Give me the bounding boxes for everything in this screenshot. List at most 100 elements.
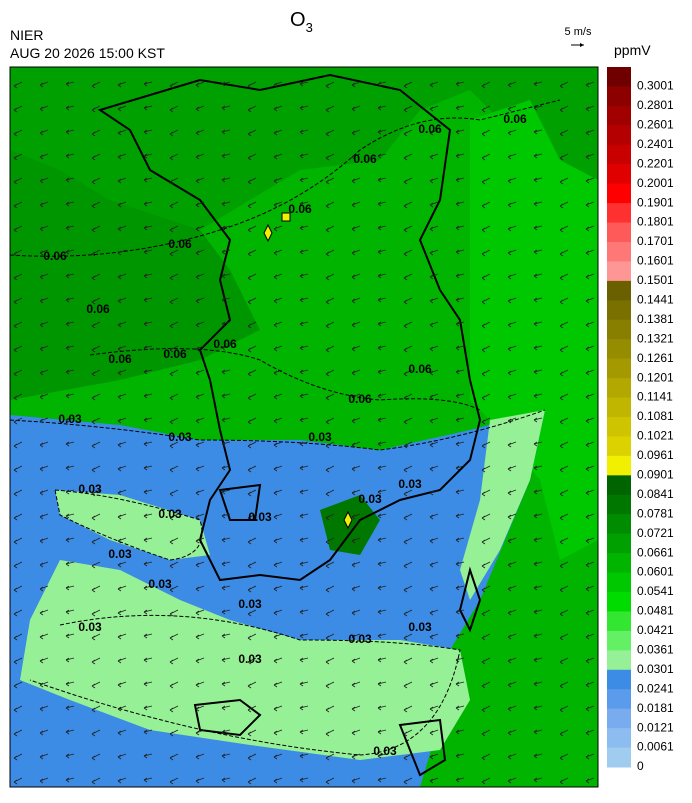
wind-arrow xyxy=(403,225,413,233)
wind-arrow xyxy=(585,177,595,184)
wind-arrow xyxy=(65,129,75,135)
wind-arrow xyxy=(39,153,49,160)
wind-arrow xyxy=(195,561,205,568)
wind-arrow xyxy=(247,273,257,281)
wind-arrow xyxy=(351,153,361,160)
colorbar-label: 0.0841 xyxy=(637,487,674,501)
wind-arrow xyxy=(273,417,283,424)
wind-arrow xyxy=(221,153,231,159)
wind-arrow xyxy=(481,705,491,713)
wind-arrow xyxy=(91,561,101,569)
wind-arrow xyxy=(481,633,491,641)
wind-arrow xyxy=(65,489,75,495)
wind-arrow xyxy=(143,81,153,87)
wind-arrow xyxy=(195,465,205,472)
wind-arrow xyxy=(403,705,413,713)
wind-arrow xyxy=(533,369,543,375)
wind-arrow xyxy=(351,777,361,784)
wind-arrow xyxy=(481,177,491,185)
wind-arrow xyxy=(117,729,127,736)
wind-arrow xyxy=(221,81,231,87)
wind-arrow xyxy=(559,177,569,185)
wind-arrow xyxy=(403,777,413,785)
wind-arrow xyxy=(351,345,361,352)
wind-arrow xyxy=(299,705,309,711)
wind-arrow xyxy=(585,465,595,472)
wind-arrow xyxy=(481,297,491,305)
wind-arrow xyxy=(585,201,595,208)
wind-arrow xyxy=(403,681,413,689)
contour-label: 0.06 xyxy=(503,112,527,126)
wind-arrow xyxy=(39,585,49,592)
contour-label: 0.06 xyxy=(86,302,110,316)
wind-arrow xyxy=(273,393,283,400)
wind-arrow xyxy=(299,129,309,135)
wind-arrow xyxy=(169,273,179,281)
wind-arrow xyxy=(117,177,127,184)
wind-arrow xyxy=(117,249,127,256)
wind-arrow xyxy=(533,657,543,663)
wind-arrow xyxy=(481,561,491,569)
wind-arrow xyxy=(65,537,75,543)
wind-arrow xyxy=(91,201,101,209)
wind-arrow xyxy=(13,105,23,113)
wind-arrow xyxy=(585,441,595,448)
wind-arrow xyxy=(455,201,465,207)
wind-arrow xyxy=(377,81,387,87)
contour-label: 0.03 xyxy=(78,620,102,634)
wind-arrow xyxy=(377,561,387,567)
wind-arrow xyxy=(533,225,543,231)
wind-arrow xyxy=(195,537,205,544)
wind-arrow xyxy=(351,441,361,448)
wind-arrow xyxy=(65,81,75,87)
wind-arrow xyxy=(273,681,283,688)
wind-arrow xyxy=(533,393,543,399)
colorbar-label: 0.2801 xyxy=(637,98,674,112)
wind-arrow xyxy=(143,729,153,735)
wind-arrow xyxy=(533,249,543,255)
wind-arrow xyxy=(273,585,283,592)
wind-arrow xyxy=(299,153,309,159)
colorbar-swatch xyxy=(607,475,631,496)
wind-arrow xyxy=(143,321,153,327)
wind-arrow xyxy=(455,273,465,279)
wind-arrow xyxy=(117,393,127,400)
wind-arrow xyxy=(247,225,257,233)
wind-arrow xyxy=(533,633,543,639)
wind-arrow xyxy=(585,297,595,304)
wind-arrow xyxy=(169,585,179,593)
wind-arrow xyxy=(221,297,231,303)
wind-arrow xyxy=(143,585,153,591)
wind-arrow xyxy=(169,177,179,185)
wind-arrow xyxy=(143,417,153,423)
wind-arrow xyxy=(585,129,595,136)
wind-arrow xyxy=(585,705,595,712)
wind-arrow xyxy=(117,417,127,424)
wind-arrow xyxy=(559,441,569,449)
wind-arrow xyxy=(533,777,543,783)
wind-arrow xyxy=(273,729,283,736)
wind-arrow xyxy=(559,81,569,89)
colorbar-swatch xyxy=(607,611,631,632)
wind-arrow xyxy=(377,633,387,639)
wind-arrow xyxy=(143,297,153,303)
wind-arrow xyxy=(481,273,491,281)
wind-arrow xyxy=(221,249,231,255)
wind-arrow xyxy=(559,489,569,497)
wind-arrow xyxy=(533,81,543,87)
wind-arrow xyxy=(169,561,179,569)
wind-arrow xyxy=(273,249,283,256)
wind-arrow xyxy=(533,153,543,159)
wind-arrow xyxy=(299,273,309,279)
wind-arrow xyxy=(143,705,153,711)
colorbar-swatch xyxy=(607,572,631,593)
wind-arrow xyxy=(221,177,231,183)
wind-arrow xyxy=(377,729,387,735)
wind-arrow xyxy=(91,633,101,641)
wind-arrow xyxy=(507,417,517,424)
wind-arrow xyxy=(325,81,335,89)
wind-arrow xyxy=(351,393,361,400)
wind-arrow xyxy=(455,369,465,375)
wind-arrow xyxy=(455,681,465,687)
wind-arrow xyxy=(403,201,413,209)
